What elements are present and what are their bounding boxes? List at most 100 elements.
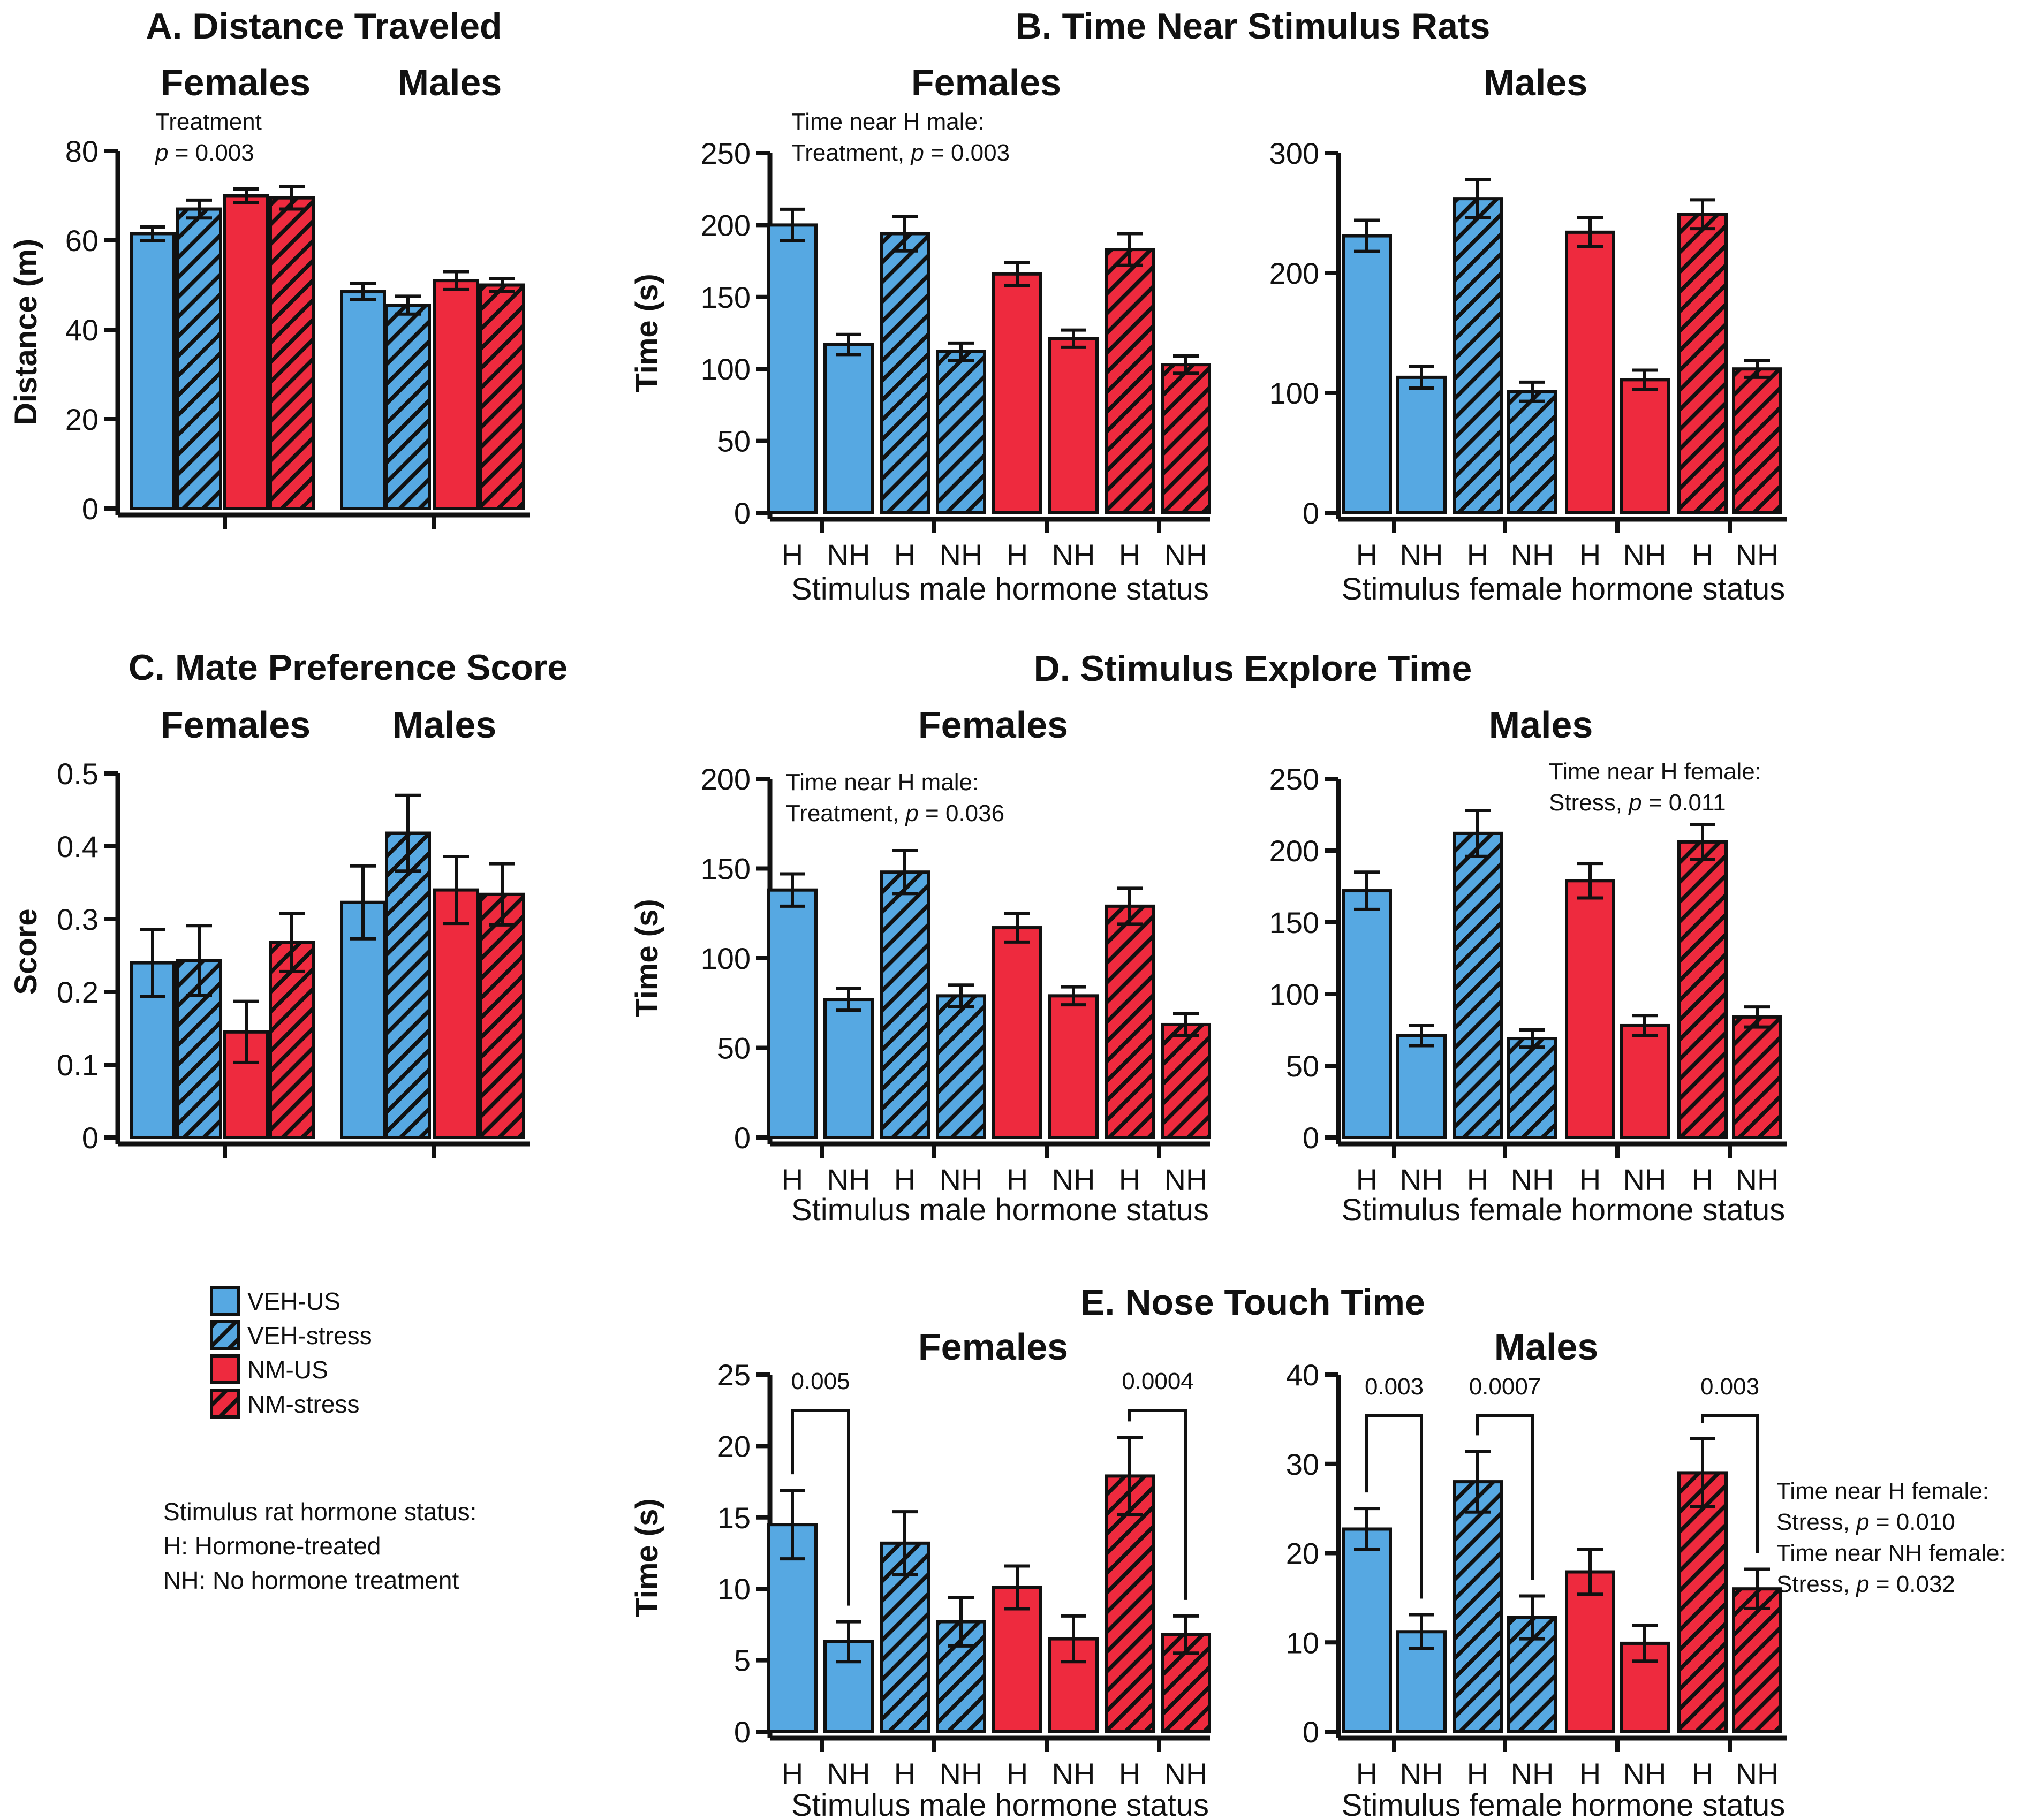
bar (479, 283, 525, 510)
legend-swatch (210, 1389, 240, 1419)
group-title: Males (392, 704, 497, 746)
y-tick-label: 150 (701, 280, 751, 314)
x-tick-label: NH (1052, 1163, 1095, 1196)
y-tick-label: 0 (1303, 1121, 1319, 1155)
annotation-text: Time near NH female: (1776, 1540, 2006, 1566)
subplot-title: Males (1494, 1326, 1599, 1368)
x-tick-label: H (1007, 1163, 1028, 1196)
subplot-title: Males (1489, 704, 1593, 746)
x-tick-label: H (1692, 1163, 1713, 1196)
y-tick-label: 0 (1303, 1715, 1319, 1749)
y-tick-label: 250 (1269, 762, 1319, 796)
panel-title: B. Time Near Stimulus Rats (1016, 6, 1491, 47)
x-axis-label: Stimulus male hormone status (791, 1788, 1209, 1820)
subplot-title: Females (911, 62, 1061, 103)
x-tick-label: NH (1164, 538, 1208, 572)
x-tick-label: H (1119, 1163, 1140, 1196)
y-tick-label: 100 (1269, 376, 1319, 410)
bar (880, 870, 930, 1139)
bar (1105, 248, 1155, 514)
legend-note: Stimulus rat hormone status: (163, 1498, 476, 1526)
bar (1507, 390, 1557, 515)
bar (479, 892, 525, 1139)
group-title: Females (161, 704, 311, 746)
bar (1677, 840, 1728, 1140)
y-axis-label: Time (s) (630, 1498, 664, 1617)
legend-label: VEH-US (247, 1287, 341, 1315)
x-tick-label: NH (940, 538, 983, 572)
panel-C-chart: C. Mate Preference Score Females Males Scor… (9, 647, 568, 1158)
bar (1161, 1022, 1211, 1139)
x-tick-label: NH (1623, 1757, 1667, 1791)
y-axis-label: Score (9, 908, 43, 995)
bar (340, 900, 386, 1139)
subplot-title: Males (1484, 62, 1588, 103)
x-axis-label: Stimulus female hormone status (1342, 572, 1785, 606)
x-axis-label: Stimulus male hormone status (791, 572, 1209, 606)
bar (1453, 1480, 1503, 1734)
annotation-text: p = 0.003 (154, 140, 254, 166)
y-tick-label: 200 (701, 762, 751, 796)
bar (269, 196, 315, 510)
annotation-text: Time near H female: (1549, 759, 1761, 785)
bar (1105, 904, 1155, 1139)
y-tick-label: 0.5 (57, 757, 99, 791)
x-tick-label: NH (1736, 538, 1779, 572)
panel-D-females: D. Stimulus Explore Time Females Time (s) 0… (630, 648, 1472, 1227)
y-tick-label: 0.2 (57, 975, 99, 1009)
x-tick-label: H (1356, 538, 1378, 572)
significance-label: 0.003 (1700, 1374, 1759, 1400)
y-tick-label: 50 (717, 1032, 751, 1065)
y-tick-label: 20 (65, 403, 99, 436)
y-tick-label: 50 (1286, 1049, 1319, 1083)
y-tick-label: 150 (1269, 906, 1319, 939)
significance-label: 0.0007 (1469, 1374, 1541, 1400)
y-tick-label: 0 (82, 492, 99, 526)
legend-label: NM-US (247, 1356, 328, 1384)
x-tick-label: NH (1400, 1757, 1443, 1791)
x-tick-label: NH (1511, 1757, 1554, 1791)
bar (340, 290, 386, 511)
y-tick-label: 0.4 (57, 830, 99, 863)
significance-bracket (1701, 1414, 1759, 1553)
bar (1620, 378, 1670, 514)
x-tick-label: H (1579, 1757, 1601, 1791)
bar (823, 998, 874, 1140)
x-tick-label: NH (940, 1163, 983, 1196)
annotation-text: Time near H female: (1776, 1478, 1989, 1504)
legend-label: VEH-stress (247, 1322, 372, 1349)
x-tick-label: NH (827, 538, 871, 572)
annotation-text: Stress, p = 0.011 (1549, 790, 1726, 816)
subplot-title: Females (918, 704, 1068, 746)
annotation-text: Time near H male: (786, 769, 979, 795)
bar (936, 350, 986, 514)
y-tick-label: 20 (717, 1429, 751, 1463)
y-tick-label: 40 (1286, 1358, 1319, 1392)
x-tick-label: NH (1400, 1163, 1443, 1196)
x-tick-label: NH (1164, 1163, 1208, 1196)
x-tick-label: H (894, 538, 916, 572)
bar (1732, 367, 1782, 514)
x-tick-label: NH (827, 1757, 871, 1791)
x-axis-label: Stimulus female hormone status (1342, 1788, 1785, 1820)
x-tick-label: NH (1623, 538, 1667, 572)
bar (936, 994, 986, 1139)
y-tick-label: 200 (701, 208, 751, 242)
bar (1342, 889, 1392, 1140)
bar (880, 232, 930, 514)
bar (767, 888, 818, 1139)
bar (767, 223, 818, 514)
y-tick-label: 10 (1286, 1626, 1319, 1659)
y-tick-label: 200 (1269, 256, 1319, 290)
y-tick-label: 100 (1269, 977, 1319, 1011)
bar (992, 926, 1042, 1140)
annotation-text: Treatment, p = 0.003 (791, 140, 1010, 166)
y-tick-label: 300 (1269, 136, 1319, 170)
y-tick-label: 0 (734, 496, 751, 530)
y-tick-label: 0 (82, 1121, 99, 1155)
panel-title: C. Mate Preference Score (128, 647, 568, 688)
legend-note: NH: No hormone treatment (163, 1566, 459, 1594)
subplot-title: Females (918, 1326, 1068, 1368)
y-tick-label: 150 (701, 852, 751, 886)
